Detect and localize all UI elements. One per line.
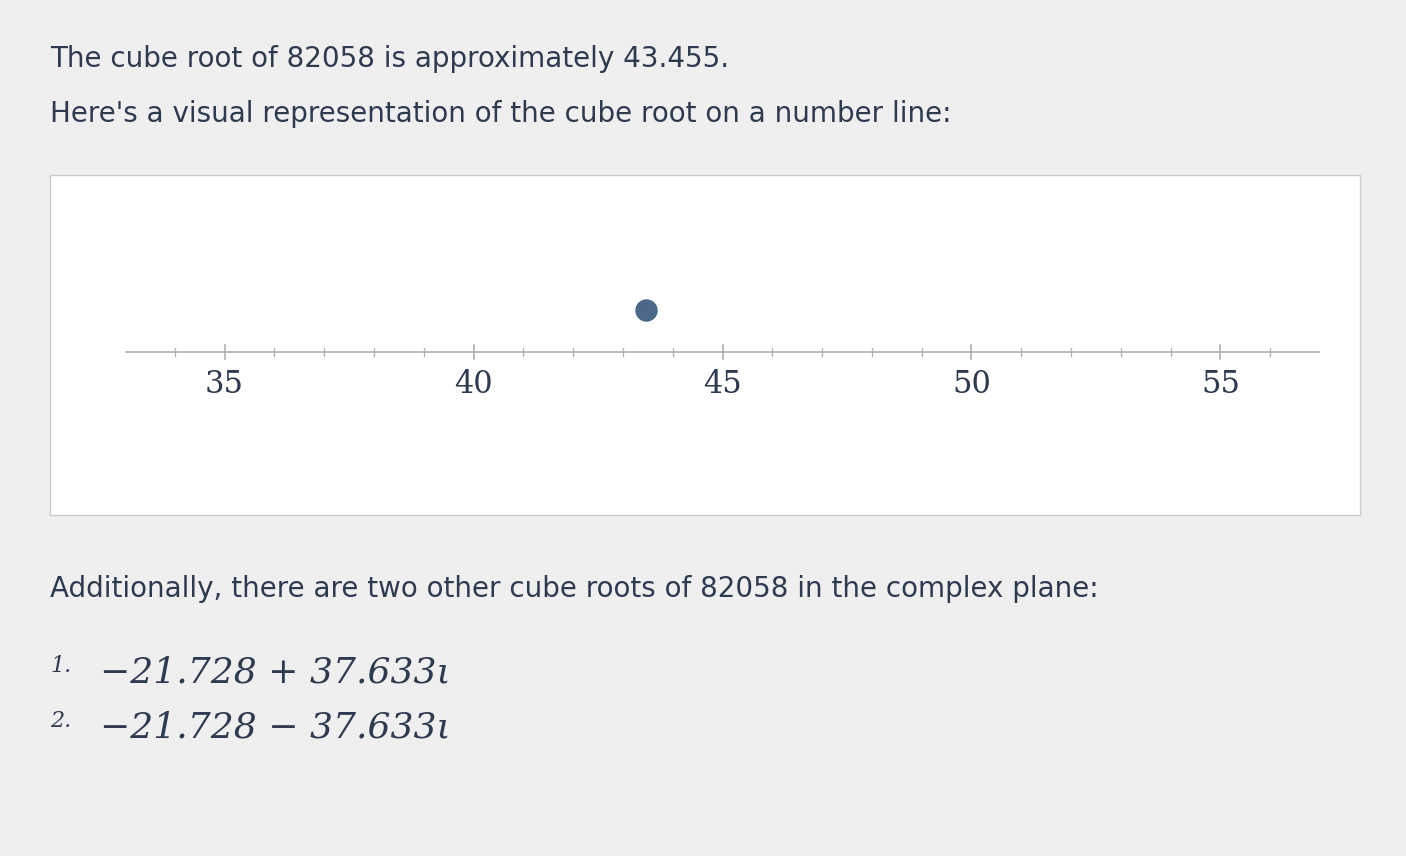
Text: −21.728 − 37.633ι: −21.728 − 37.633ι [100, 710, 451, 744]
Text: 55: 55 [1201, 369, 1240, 400]
Text: −21.728 + 37.633ι: −21.728 + 37.633ι [100, 655, 451, 689]
Text: 50: 50 [952, 369, 991, 400]
Text: Here's a visual representation of the cube root on a number line:: Here's a visual representation of the cu… [51, 100, 952, 128]
Text: 45: 45 [703, 369, 742, 400]
Text: 2.: 2. [51, 710, 72, 732]
Text: The cube root of 82058 is approximately 43.455.: The cube root of 82058 is approximately … [51, 45, 730, 73]
Text: 40: 40 [454, 369, 494, 400]
Text: 35: 35 [205, 369, 245, 400]
FancyBboxPatch shape [51, 175, 1360, 515]
Text: 1.: 1. [51, 655, 72, 677]
Text: Additionally, there are two other cube roots of 82058 in the complex plane:: Additionally, there are two other cube r… [51, 575, 1098, 603]
Point [634, 303, 657, 317]
